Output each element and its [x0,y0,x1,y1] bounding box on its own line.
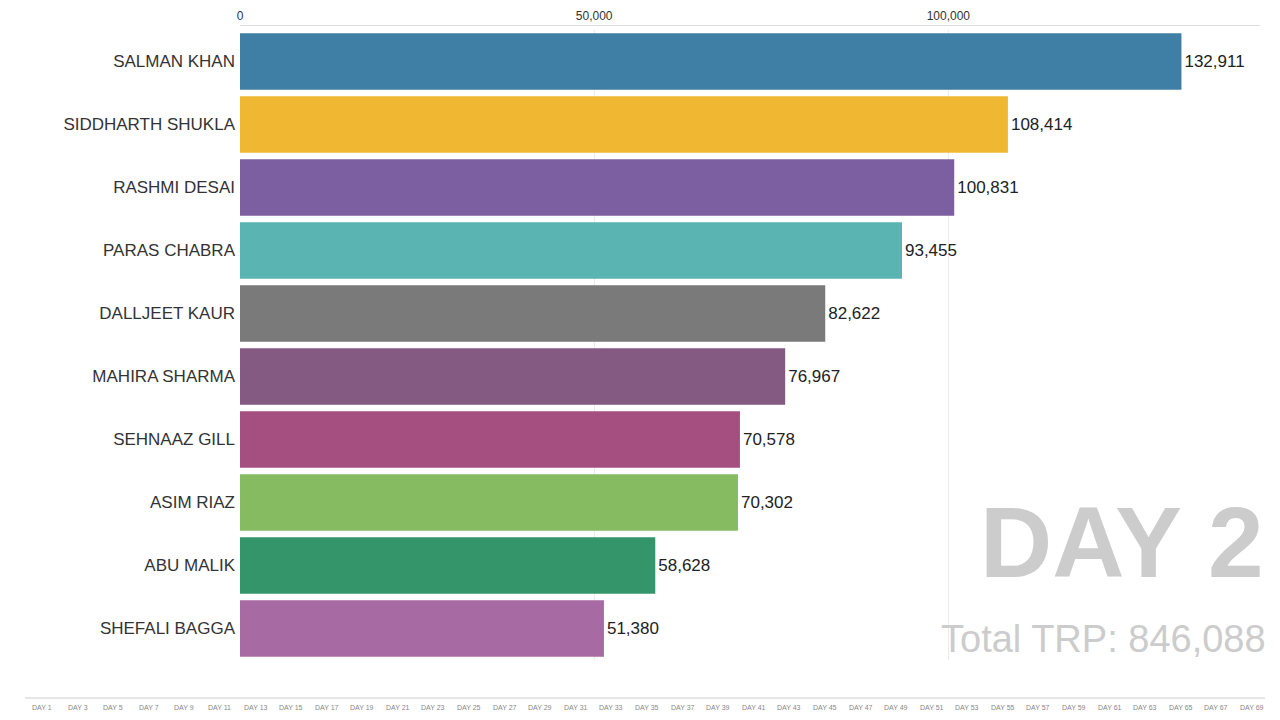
svg-text:58,628: 58,628 [658,556,710,575]
svg-text:DAY 47: DAY 47 [849,704,873,711]
svg-text:DAY 49: DAY 49 [884,704,908,711]
svg-text:DAY 45: DAY 45 [813,704,837,711]
svg-text:76,967: 76,967 [788,367,840,386]
svg-text:50,000: 50,000 [576,9,613,23]
svg-text:DAY 33: DAY 33 [599,704,623,711]
svg-text:DAY 59: DAY 59 [1062,704,1086,711]
svg-text:DAY 17: DAY 17 [315,704,339,711]
svg-text:PARAS CHABRA: PARAS CHABRA [103,241,236,260]
svg-text:DAY 41: DAY 41 [742,704,766,711]
svg-text:DALLJEET KAUR: DALLJEET KAUR [99,304,235,323]
svg-text:DAY 25: DAY 25 [457,704,481,711]
svg-text:DAY 43: DAY 43 [777,704,801,711]
svg-text:100,000: 100,000 [927,9,971,23]
svg-text:DAY 67: DAY 67 [1204,704,1228,711]
svg-text:DAY 5: DAY 5 [103,704,123,711]
svg-text:ASIM RIAZ: ASIM RIAZ [150,493,235,512]
svg-text:0: 0 [237,9,244,23]
svg-text:DAY 9: DAY 9 [174,704,194,711]
svg-text:82,622: 82,622 [828,304,880,323]
svg-text:DAY 29: DAY 29 [528,704,552,711]
svg-text:DAY 11: DAY 11 [208,704,231,711]
svg-text:DAY 35: DAY 35 [635,704,659,711]
svg-text:SEHNAAZ GILL: SEHNAAZ GILL [113,430,235,449]
svg-text:DAY 55: DAY 55 [991,704,1015,711]
svg-text:70,302: 70,302 [741,493,793,512]
svg-text:ABU MALIK: ABU MALIK [144,556,235,575]
svg-text:DAY 15: DAY 15 [279,704,303,711]
svg-text:108,414: 108,414 [1011,115,1072,134]
svg-text:DAY 65: DAY 65 [1169,704,1193,711]
svg-text:93,455: 93,455 [905,241,957,260]
svg-text:DAY 57: DAY 57 [1026,704,1050,711]
svg-text:DAY 21: DAY 21 [386,704,410,711]
svg-text:DAY 39: DAY 39 [706,704,730,711]
svg-text:SIDDHARTH SHUKLA: SIDDHARTH SHUKLA [63,115,235,134]
svg-text:DAY 31: DAY 31 [564,704,588,711]
svg-text:RASHMI DESAI: RASHMI DESAI [113,178,235,197]
svg-text:MAHIRA SHARMA: MAHIRA SHARMA [92,367,235,386]
svg-text:DAY 1: DAY 1 [32,704,52,711]
svg-text:DAY 61: DAY 61 [1098,704,1122,711]
svg-text:DAY 53: DAY 53 [955,704,979,711]
svg-text:DAY 13: DAY 13 [244,704,268,711]
svg-text:DAY 7: DAY 7 [139,704,159,711]
svg-text:DAY 19: DAY 19 [350,704,374,711]
svg-text:Total TRP: 846,088: Total TRP: 846,088 [941,618,1266,660]
svg-text:DAY 2: DAY 2 [980,486,1264,598]
svg-text:SHEFALI BAGGA: SHEFALI BAGGA [100,619,236,638]
svg-text:51,380: 51,380 [607,619,659,638]
svg-text:100,831: 100,831 [957,178,1018,197]
svg-text:DAY 23: DAY 23 [421,704,445,711]
svg-text:DAY 27: DAY 27 [493,704,517,711]
svg-text:DAY 3: DAY 3 [68,704,88,711]
svg-text:DAY 69: DAY 69 [1240,704,1264,711]
svg-text:70,578: 70,578 [743,430,795,449]
svg-text:DAY 37: DAY 37 [671,704,695,711]
svg-text:DAY 51: DAY 51 [920,704,944,711]
svg-text:DAY 63: DAY 63 [1133,704,1157,711]
svg-text:SALMAN KHAN: SALMAN KHAN [113,52,235,71]
svg-text:132,911: 132,911 [1184,52,1244,71]
